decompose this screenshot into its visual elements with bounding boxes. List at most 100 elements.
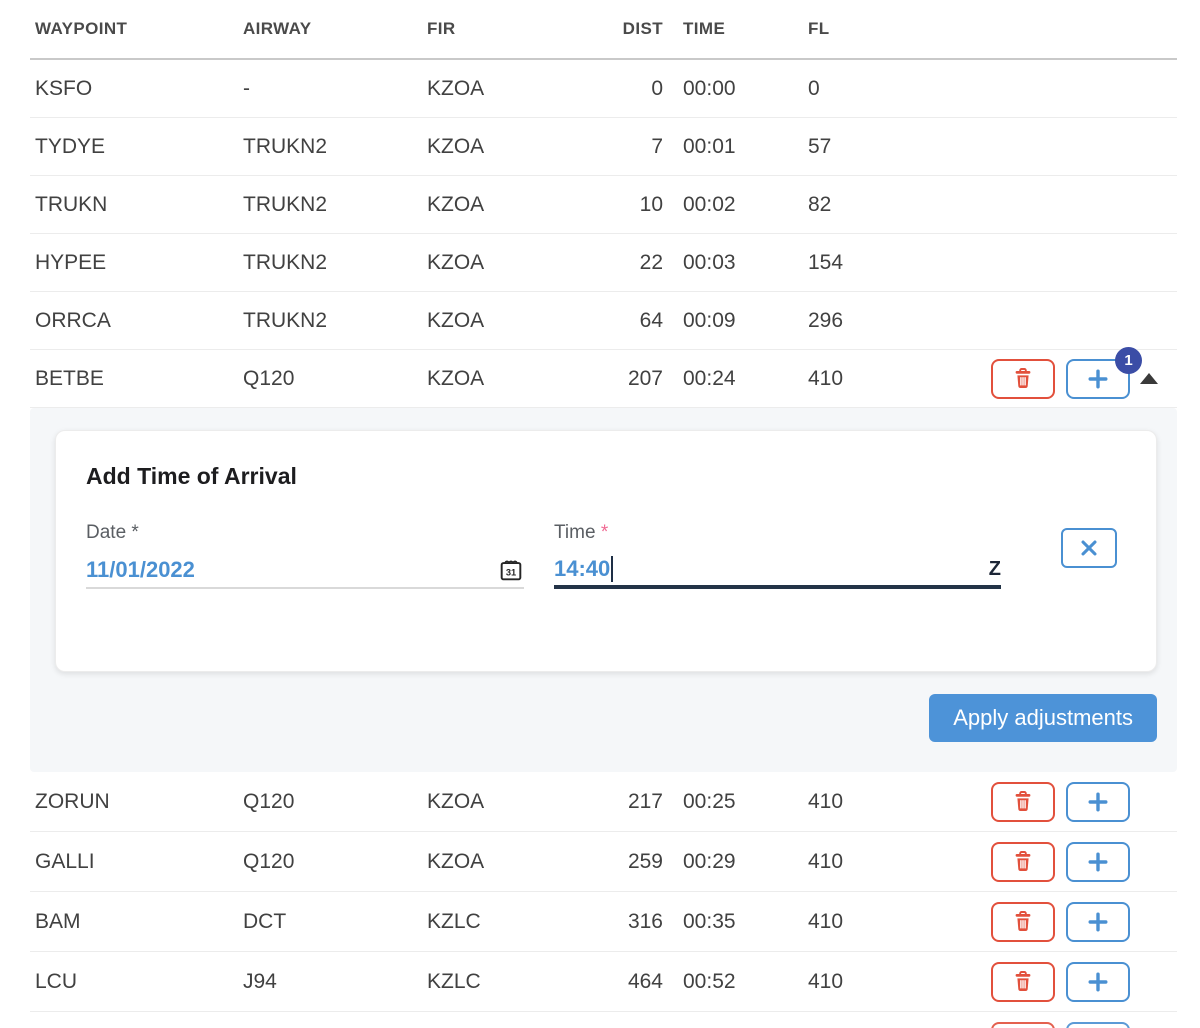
trash-icon (1014, 790, 1032, 812)
add-adjustment-button[interactable] (1066, 901, 1130, 942)
table-row: GALLI Q120 KZOA 259 00:29 410 (30, 832, 1177, 892)
waypoint-cell: GALLI (35, 849, 95, 873)
dist-cell: 217 (627, 789, 663, 813)
delete-waypoint-button[interactable] (991, 841, 1055, 882)
fl-cell: 82 (808, 192, 832, 216)
x-icon (1081, 540, 1097, 556)
required-marker: * (131, 522, 139, 543)
waypoint-cell: HYPEE (35, 250, 107, 274)
delete-waypoint-button[interactable] (991, 901, 1055, 942)
airway-cell: TRUKN2 (243, 134, 328, 158)
table-row-expanded: BETBE Q120 KZOA 207 00:24 410 1 (30, 346, 1177, 408)
fir-cell: KZOA (427, 192, 485, 216)
add-adjustment-button[interactable]: 1 (1066, 346, 1142, 399)
waypoint-cell: TRUKN (35, 192, 108, 216)
plus-icon (1088, 369, 1108, 388)
add-adjustment-button[interactable] (1066, 841, 1130, 882)
fl-cell: 410 (808, 366, 844, 390)
table-row: KSFO - KZOA 0 00:00 0 (30, 60, 1177, 118)
time-cell: 00:02 (683, 192, 736, 216)
fir-cell: KZOA (427, 134, 485, 158)
date-input[interactable]: 11/01/2022 31 (86, 553, 524, 589)
plus-icon (1088, 792, 1108, 811)
delete-waypoint-button[interactable] (991, 781, 1055, 822)
waypoint-cell: KSFO (35, 76, 93, 100)
close-card-button[interactable] (1061, 528, 1117, 568)
date-field-group: Date * 11/01/2022 31 (86, 522, 524, 589)
airway-cell: Q120 (243, 366, 295, 390)
time-cell: 00:25 (683, 789, 736, 813)
caret-up-icon[interactable] (1140, 373, 1158, 384)
apply-adjustments-button[interactable]: Apply adjustments (929, 694, 1157, 742)
airway-cell: Q120 (243, 789, 295, 813)
fl-cell: 410 (808, 909, 844, 933)
add-time-of-arrival-card: Add Time of Arrival Date * 11/01/2022 (55, 430, 1157, 672)
calendar-icon[interactable]: 31 (498, 557, 524, 583)
time-cell: 00:52 (683, 969, 736, 993)
fl-cell: 0 (808, 76, 820, 100)
trash-icon (1014, 970, 1032, 992)
add-adjustment-button[interactable] (1066, 1022, 1130, 1028)
add-adjustment-button[interactable] (1066, 781, 1130, 822)
svg-text:31: 31 (506, 567, 516, 577)
add-adjustment-button[interactable] (1066, 961, 1130, 1002)
delete-waypoint-button[interactable] (991, 358, 1055, 399)
header-time: TIME (683, 19, 726, 38)
date-value: 11/01/2022 (86, 557, 195, 582)
adjustment-section: Add Time of Arrival Date * 11/01/2022 (30, 408, 1177, 772)
time-cell: 00:01 (683, 134, 736, 158)
dist-cell: 207 (627, 366, 663, 390)
header-dist: DIST (622, 19, 663, 38)
time-cell: 00:00 (683, 76, 736, 100)
time-input[interactable]: 14:40 Z (554, 553, 1001, 589)
fl-cell: 410 (808, 789, 844, 813)
header-fl: FL (808, 19, 830, 38)
header-waypoint: WAYPOINT (35, 19, 128, 38)
delete-waypoint-button[interactable] (991, 961, 1055, 1002)
fir-cell: KZLC (427, 969, 481, 993)
dist-cell: 259 (627, 849, 663, 873)
fl-cell: 410 (808, 849, 844, 873)
zulu-suffix: Z (988, 557, 1001, 580)
date-label: Date * (86, 522, 139, 543)
table-header-row: WAYPOINT AIRWAY FIR DIST TIME FL (30, 0, 1177, 60)
fir-cell: KZOA (427, 308, 485, 332)
table-row: TRUKN TRUKN2 KZOA 10 00:02 82 (30, 176, 1177, 234)
dist-cell: 464 (627, 969, 663, 993)
fir-cell: KZOA (427, 789, 485, 813)
dist-cell: 10 (639, 192, 663, 216)
airway-cell: TRUKN2 (243, 308, 328, 332)
airway-cell: TRUKN2 (243, 250, 328, 274)
fir-cell: KZLC (427, 909, 481, 933)
table-row: TYDYE TRUKN2 KZOA 7 00:01 57 (30, 118, 1177, 176)
table-row: HYPEE TRUKN2 KZOA 22 00:03 154 (30, 234, 1177, 292)
dist-cell: 22 (639, 250, 663, 274)
time-value: 14:40 (554, 556, 611, 581)
time-label: Time * (554, 522, 609, 543)
plus-icon (1088, 852, 1108, 871)
fl-cell: 410 (808, 969, 844, 993)
waypoint-cell: BETBE (35, 366, 104, 390)
table-row: ORRCA TRUKN2 KZOA 64 00:09 296 (30, 292, 1177, 350)
waypoint-cell: ORRCA (35, 308, 111, 332)
header-fir: FIR (427, 19, 456, 38)
text-cursor (611, 556, 614, 582)
required-marker: * (600, 522, 609, 543)
dist-cell: 64 (639, 308, 663, 332)
fir-cell: KZOA (427, 366, 485, 390)
trash-icon (1014, 367, 1032, 389)
airway-cell: - (243, 76, 250, 100)
adjustment-count-badge: 1 (1115, 346, 1142, 374)
waypoint-cell: TYDYE (35, 134, 106, 158)
airway-cell: DCT (243, 909, 287, 933)
dist-cell: 0 (651, 76, 663, 100)
delete-waypoint-button[interactable] (991, 1022, 1055, 1028)
plus-icon (1088, 912, 1108, 931)
card-title: Add Time of Arrival (86, 463, 297, 489)
dist-cell: 7 (651, 134, 663, 158)
fir-cell: KZOA (427, 849, 485, 873)
fl-cell: 296 (808, 308, 844, 332)
time-cell: 00:29 (683, 849, 736, 873)
time-cell: 00:24 (683, 366, 736, 390)
plus-icon (1088, 972, 1108, 991)
